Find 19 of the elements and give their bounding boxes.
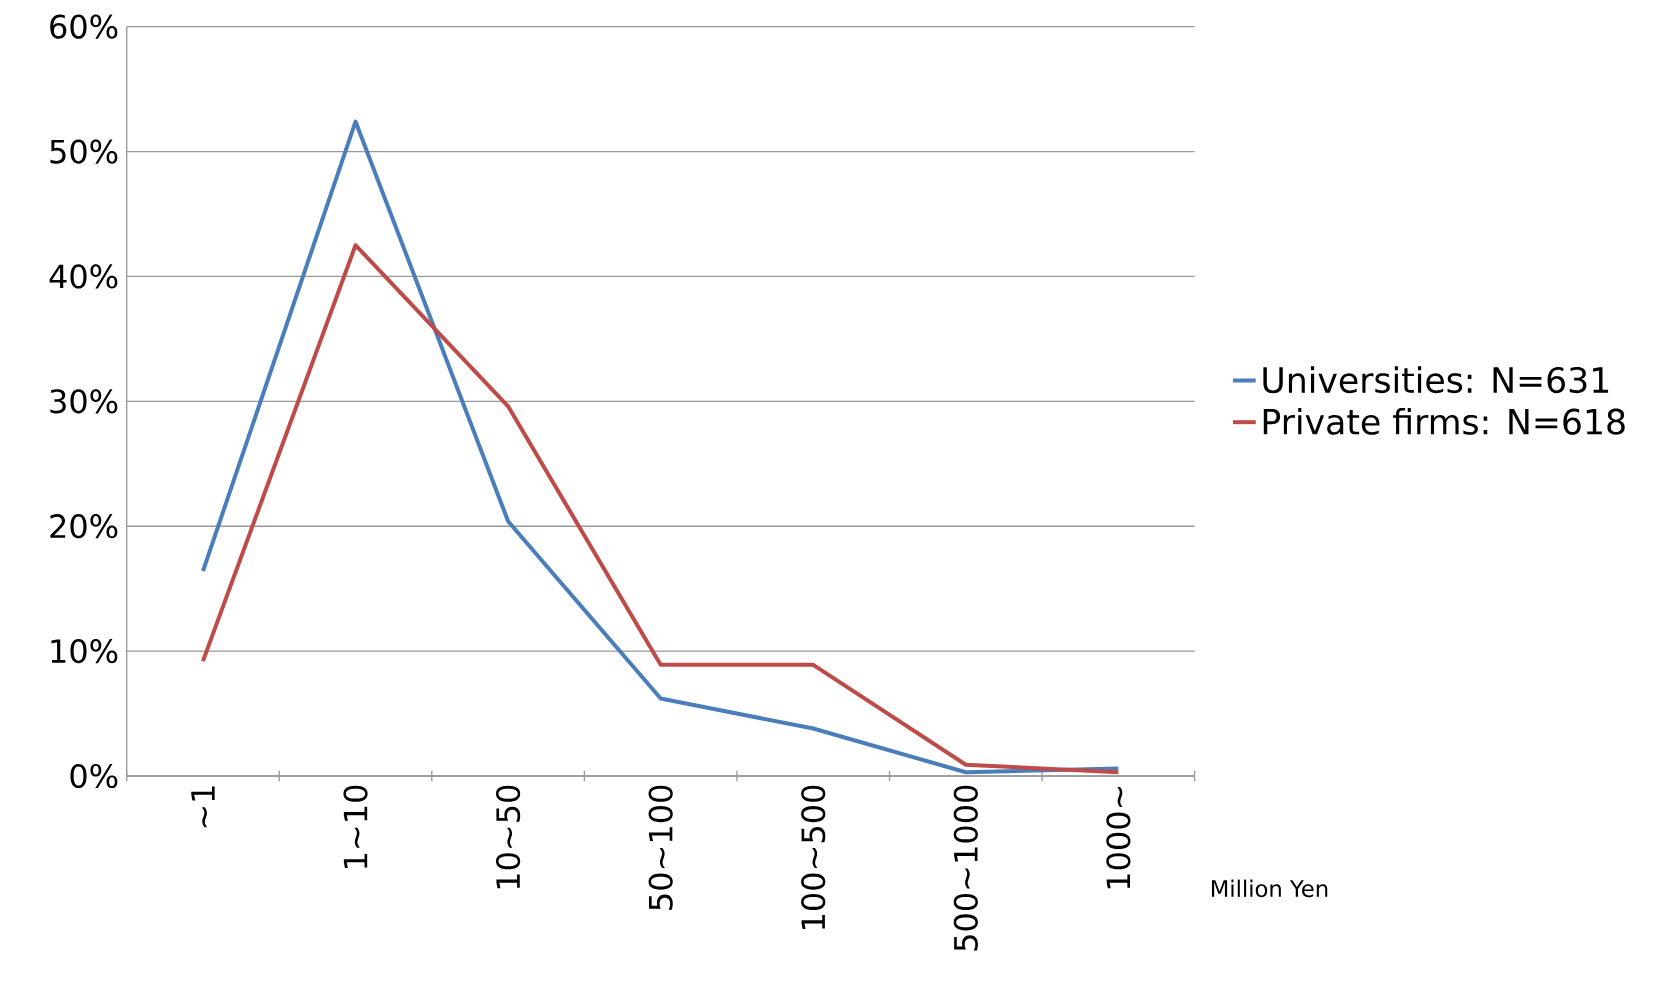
y-tick-label: 10% <box>51 638 118 664</box>
line-series <box>200 119 1121 775</box>
y-tick-label: 60% <box>50 14 118 39</box>
x-axis-title: Million Yen <box>1211 879 1328 898</box>
y-tick-label: 40% <box>49 264 118 289</box>
y-tick-label: 50% <box>50 139 118 164</box>
y-tick-label: 0% <box>70 763 118 789</box>
x-tick-label: ~1 <box>191 786 215 828</box>
x-tick-label: 100~500 <box>801 785 826 929</box>
legend-label: Universities: N=631 <box>1263 366 1609 394</box>
legend-label: Private firms: N=618 <box>1263 407 1625 435</box>
x-tick-label: 10~50 <box>495 785 521 889</box>
y-tick-label: 20% <box>50 514 118 539</box>
x-tick-label: 1000~ <box>1106 786 1131 889</box>
x-tick-label: 1~10 <box>343 785 368 868</box>
x-tick-label: 50~100 <box>648 785 673 910</box>
y-tick-label: 30% <box>50 389 118 414</box>
line-series <box>200 243 1121 775</box>
x-tick-label: 500~1000 <box>953 785 978 951</box>
